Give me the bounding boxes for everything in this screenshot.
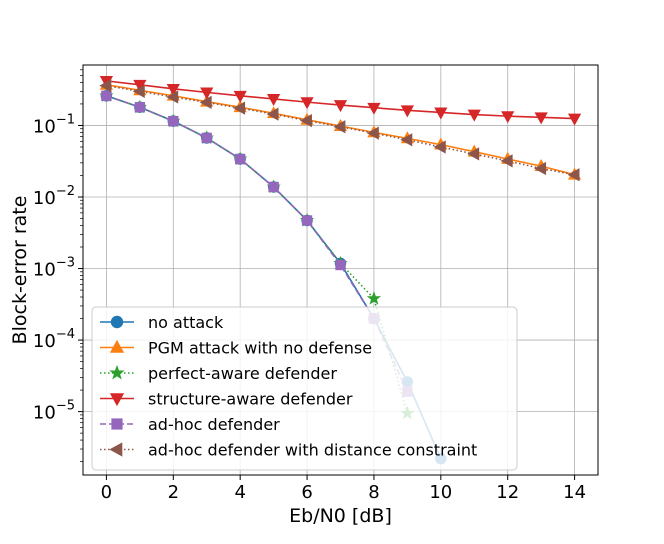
legend-item: perfect-aware defender — [100, 364, 337, 383]
data-point — [268, 181, 279, 193]
data-point — [134, 102, 146, 113]
y-tick-label: 10−3 — [33, 256, 75, 281]
data-point — [400, 133, 413, 147]
data-point — [433, 140, 446, 154]
x-tick-label: 12 — [496, 482, 519, 503]
data-point — [366, 126, 379, 140]
series-ad-hoc-defender-with-distance-constraint — [99, 79, 580, 182]
data-point — [266, 94, 281, 106]
data-point — [567, 113, 582, 126]
legend-item: PGM attack with no defense — [100, 339, 372, 358]
data-point — [199, 95, 212, 110]
data-point — [367, 102, 381, 115]
x-tick-label: 8 — [368, 482, 379, 503]
legend-marker — [109, 442, 123, 457]
data-point — [434, 107, 448, 120]
x-tick-label: 2 — [168, 482, 179, 503]
legend: no attack PGM attack with no defense perfe… — [91, 306, 518, 471]
x-tick-label: 0 — [101, 482, 112, 503]
plot-frame — [82, 64, 599, 476]
series-layer — [99, 75, 582, 465]
data-point — [300, 97, 314, 110]
data-point — [567, 168, 580, 182]
data-point — [233, 90, 247, 103]
x-tick-label: 10 — [429, 482, 452, 503]
legend-marker — [109, 364, 125, 380]
data-point — [235, 153, 246, 165]
data-point — [201, 132, 212, 144]
data-point — [166, 83, 180, 96]
data-point — [132, 84, 145, 98]
data-point — [166, 90, 179, 104]
data-point — [333, 120, 346, 134]
data-point — [534, 161, 547, 176]
y-tick-label: 10−1 — [33, 112, 75, 137]
y-tick-label: 10−4 — [33, 327, 75, 352]
y-axis-label: Block-error rate — [9, 196, 31, 345]
x-axis-label: Eb/N0 [dB] — [289, 505, 392, 527]
data-point — [335, 259, 346, 271]
data-point — [500, 154, 513, 168]
data-point — [99, 79, 112, 93]
data-point — [467, 109, 481, 122]
legend-item: no attack — [100, 313, 224, 332]
legend-item: ad-hoc defender with distance constraint — [100, 441, 477, 460]
series-structure-aware-defender — [99, 75, 582, 126]
x-tick-label: 14 — [563, 482, 586, 503]
data-point — [366, 291, 382, 305]
legend-marker — [109, 393, 125, 407]
series-line — [106, 95, 409, 393]
data-point — [467, 147, 480, 161]
data-point — [168, 115, 179, 127]
legend-item: structure-aware defender — [100, 390, 353, 409]
legend-label: PGM attack with no defense — [148, 339, 372, 358]
data-point — [200, 87, 214, 100]
data-point — [266, 107, 279, 121]
data-point — [101, 90, 112, 101]
legend-item: ad-hoc defender — [100, 415, 280, 434]
y-tick-label: 10−5 — [33, 399, 75, 424]
legend-marker — [110, 315, 124, 329]
x-tick-label: 6 — [301, 482, 312, 503]
data-point — [400, 105, 415, 118]
data-point — [133, 79, 147, 92]
data-point — [301, 215, 313, 226]
data-point — [534, 112, 548, 125]
legend-label: no attack — [148, 313, 224, 332]
series-line — [106, 95, 409, 414]
legend-box — [91, 306, 518, 471]
legend-label: ad-hoc defender — [148, 415, 280, 434]
legend-label: ad-hoc defender with distance constraint — [148, 441, 477, 460]
data-point — [501, 111, 515, 124]
legend-marker — [109, 339, 125, 353]
x-tick-label: 4 — [234, 482, 245, 503]
series-line — [106, 84, 575, 176]
legend-label: perfect-aware defender — [148, 364, 337, 383]
y-tick-label: 10−2 — [33, 184, 75, 209]
data-point — [333, 100, 348, 113]
legend-marker — [111, 418, 123, 430]
axis-ticks: 0 2 4 6 8 10 12 14 10−5 10−4 10−3 10−2 10−1 — [33, 69, 586, 503]
data-point — [299, 113, 312, 128]
data-point — [233, 101, 246, 115]
legend-label: structure-aware defender — [148, 390, 353, 409]
